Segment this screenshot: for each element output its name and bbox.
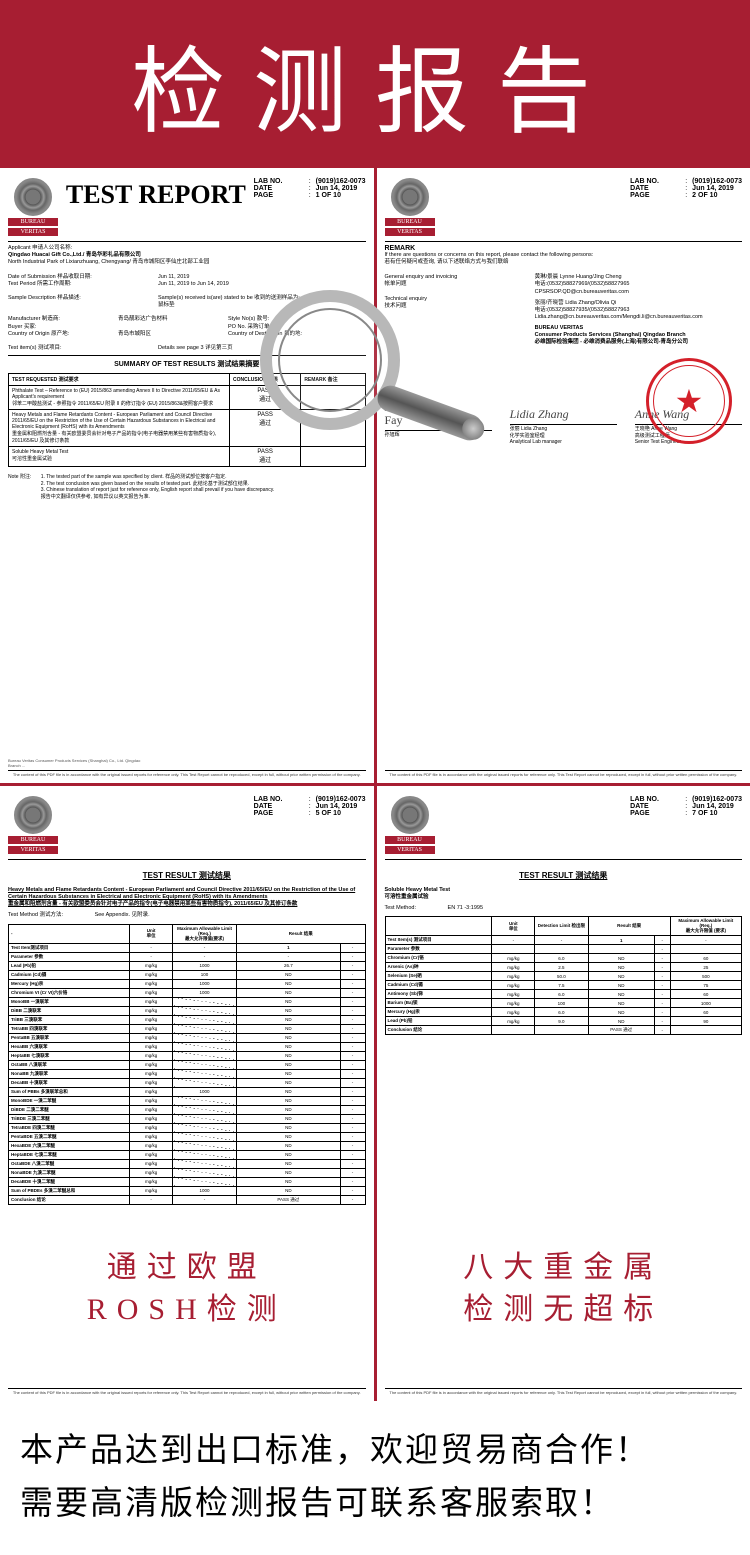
result-subtitle: TEST RESULT 测试结果 [8, 870, 366, 881]
footer-disclaimer: The content of this PDF file is in accor… [8, 770, 366, 777]
bottom-text: 本产品达到出口标准，欢迎贸易商合作！ 需要高清版检测报告可联系客服索取！ [0, 1401, 750, 1555]
summary-title: SUMMARY OF TEST RESULTS 测试结果摘要 [8, 359, 366, 369]
report-grid: BUREAU VERITAS TEST REPORT LAB NO.:(9019… [0, 168, 750, 1401]
red-stamp: ★ [646, 358, 732, 444]
rohs-table: -Unit 单位Maximum Allowable Limit (Req.) 最… [8, 924, 366, 1205]
applicant-block: Applicant 申请人公司名称: Qingdao Huacai Gift C… [8, 245, 366, 352]
bv-logo: BUREAU VERITAS [8, 178, 58, 238]
bv-logo: BUREAU VERITAS [8, 796, 58, 856]
bv-logo: BUREAU VERITAS [385, 796, 435, 856]
banner-title: 检测报告 [131, 16, 619, 152]
page-meta: LAB NO.:(9019)162-0073 DATE:Jun 14, 2019… [254, 178, 366, 199]
note-block: Note 附注: 1. The tested part of the sampl… [8, 473, 366, 500]
remark-title: REMARK [385, 245, 743, 252]
panel-page5: BUREAU VERITAS LAB NO.:(9019)162-0073 DA… [0, 786, 374, 1401]
banner: 检测报告 [0, 0, 750, 168]
panel4-caption: 八大重金属 检测无超标 [377, 1247, 750, 1331]
heavy-metal-table: Unit 单位Detection Limit 检出限Result 结果Maxim… [385, 916, 743, 1035]
page-meta: LAB NO.:(9019)162-0073 DATE:Jun 14, 2019… [630, 178, 742, 199]
summary-table: TEST REQUESTED 测试要求CONCLUSION 结果REMARK 备… [8, 373, 366, 467]
page-meta: LAB NO.:(9019)162-0073 DATE:Jun 14, 2019… [254, 796, 366, 817]
panel3-caption: 通过欧盟 ROSH检测 [0, 1247, 374, 1331]
footer-address: Bureau Veritas Consumer Products Service… [8, 758, 151, 768]
report-title: TEST REPORT [58, 180, 254, 210]
panel-page7: BUREAU VERITAS LAB NO.:(9019)162-0073 DA… [377, 786, 750, 1401]
page-meta: LAB NO.:(9019)162-0073 DATE:Jun 14, 2019… [630, 796, 742, 817]
panel-page1: BUREAU VERITAS TEST REPORT LAB NO.:(9019… [0, 168, 374, 783]
bv-logo: BUREAU VERITAS [385, 178, 435, 238]
result-subtitle: TEST RESULT 测试结果 [385, 870, 743, 881]
panel-page2: BUREAU VERITAS LAB NO.:(9019)162-0073 DA… [377, 168, 750, 783]
